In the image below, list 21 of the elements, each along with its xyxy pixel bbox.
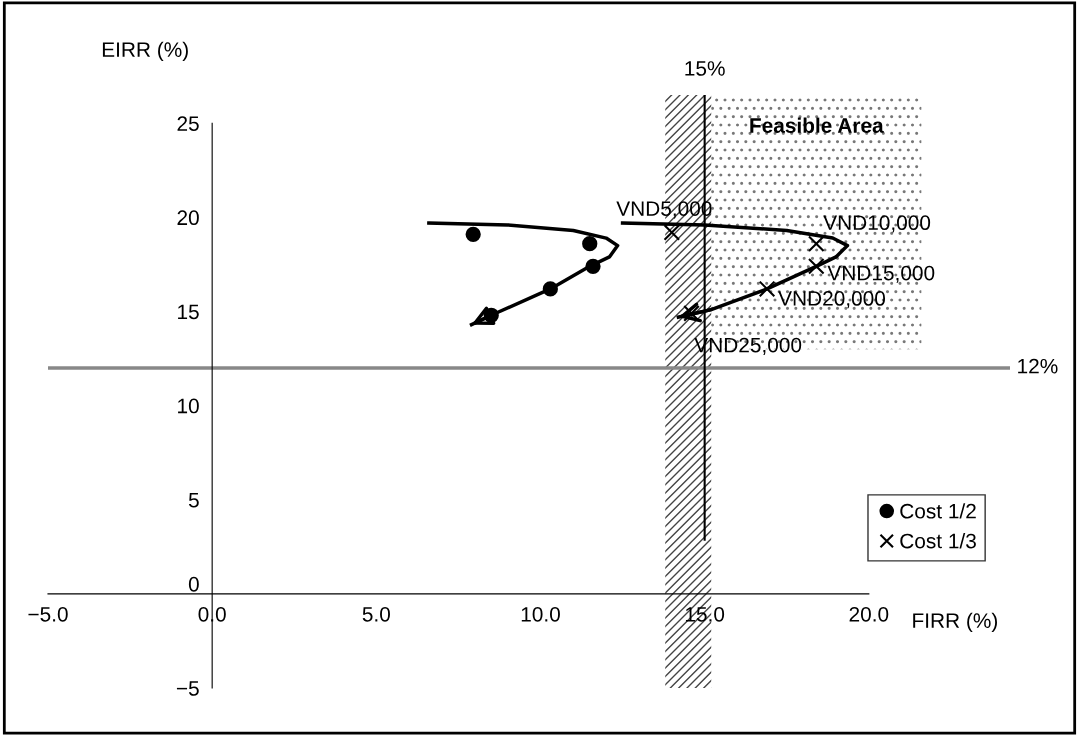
legend-label: Cost 1/2 xyxy=(900,503,976,519)
annotation: VND20,000 xyxy=(778,291,886,309)
x-tick-label: 10.0 xyxy=(521,606,560,622)
x-tick-label: 5.0 xyxy=(362,606,390,622)
y-axis-title: EIRR (%) xyxy=(102,41,188,62)
annotation: VND10,000 xyxy=(823,215,931,233)
x-tick-label: 20.0 xyxy=(849,606,889,622)
y-tick-label: 5 xyxy=(188,492,199,508)
y-tick-label: 15 xyxy=(178,304,199,320)
y-tick-label: 0 xyxy=(188,576,199,592)
y-tick-label: 25 xyxy=(177,116,199,131)
x-tick-label: −5.0 xyxy=(28,606,68,622)
y-tick-label: 10 xyxy=(178,398,199,414)
legend-label: Cost 1/3 xyxy=(900,533,976,549)
ref-line-label: 12% xyxy=(1018,358,1058,374)
x-axis-title: FIRR (%) xyxy=(913,612,997,633)
y-tick-label: −5 xyxy=(176,681,199,696)
ref-line-label: 15% xyxy=(685,61,725,76)
y-tick-label: 20 xyxy=(177,210,199,226)
annotation: VND15,000 xyxy=(827,265,935,283)
band-label: Feasible Area xyxy=(750,117,884,133)
